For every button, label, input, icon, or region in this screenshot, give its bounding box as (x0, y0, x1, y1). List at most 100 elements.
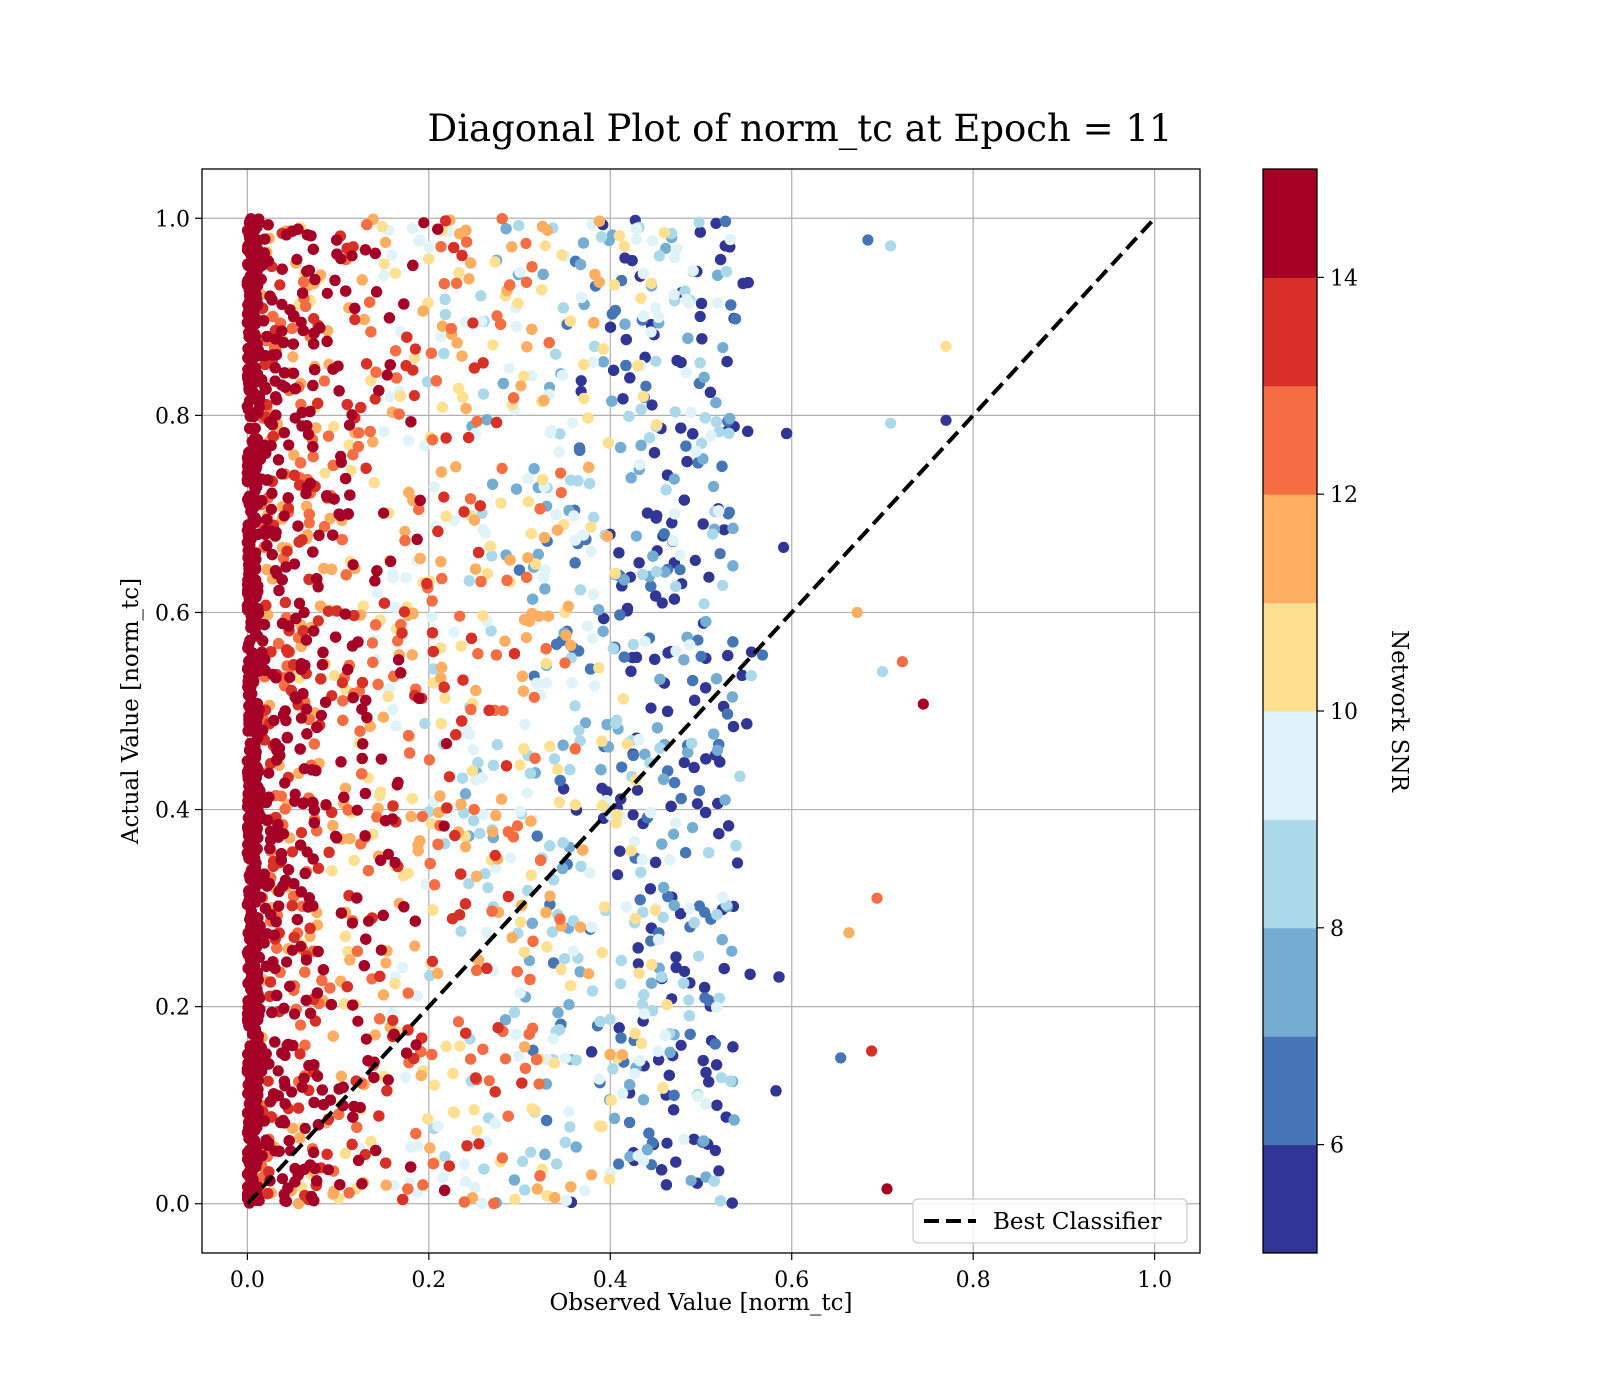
scatter-point (481, 962, 493, 975)
scatter-point (557, 837, 569, 849)
scatter-point (615, 1032, 627, 1044)
scatter-point (510, 483, 523, 495)
scatter-point (304, 405, 316, 418)
scatter-point (448, 626, 460, 638)
scatter-point (632, 942, 644, 954)
scatter-point (630, 233, 643, 245)
scatter-point (387, 1014, 399, 1026)
scatter-point (559, 953, 571, 965)
scatter-point (422, 1113, 434, 1125)
scatter-point (326, 865, 338, 877)
scatter-point (703, 571, 715, 583)
scatter-point (585, 1169, 598, 1181)
scatter-point (741, 718, 753, 730)
scatter-point (409, 352, 421, 364)
scatter-point (531, 677, 543, 689)
scatter-point (569, 557, 581, 569)
scatter-point (669, 508, 681, 520)
scatter-point (559, 1136, 571, 1148)
scatter-point (481, 414, 493, 426)
scatter-point (360, 462, 372, 474)
scatter-point (426, 595, 438, 607)
scatter-point (637, 906, 649, 918)
scatter-point (697, 453, 709, 465)
scatter-point (727, 636, 739, 648)
scatter-point (654, 673, 666, 685)
scatter-point (565, 639, 577, 652)
scatter-point (585, 921, 598, 933)
scatter-point (312, 615, 324, 627)
scatter-point (468, 514, 481, 526)
scatter-point (460, 1027, 472, 1039)
scatter-point (347, 692, 359, 704)
scatter-point (683, 994, 695, 1006)
scatter-point (286, 322, 298, 335)
scatter-point (460, 1176, 472, 1188)
scatter-point (596, 800, 608, 812)
scatter-point (487, 826, 499, 838)
scatter-point (614, 845, 626, 857)
scatter-point (548, 753, 561, 765)
scatter-point (636, 1037, 648, 1049)
scatter-point (381, 1085, 393, 1097)
scatter-point (356, 274, 368, 286)
scatter-point (647, 550, 659, 562)
scatter-point (434, 790, 446, 802)
scatter-point (693, 950, 705, 962)
scatter-point (487, 339, 499, 351)
scatter-point (680, 847, 692, 859)
scatter-point (700, 616, 712, 628)
chart-title: Diagonal Plot of norm_tc at Epoch = 11 (428, 107, 1173, 151)
scatter-point (504, 852, 516, 864)
scatter-point (335, 1070, 347, 1082)
scatter-point (426, 434, 439, 446)
scatter-point (635, 403, 647, 415)
scatter-point (372, 678, 384, 691)
scatter-point (700, 1171, 712, 1183)
scatter-point (657, 911, 669, 923)
scatter-point (440, 432, 452, 444)
scatter-point (526, 323, 538, 335)
scatter-point (675, 1039, 687, 1051)
scatter-point (658, 528, 670, 540)
scatter-point (467, 317, 479, 329)
scatter-point (574, 966, 586, 978)
scatter-point (528, 691, 540, 703)
scatter-point (458, 506, 470, 518)
scatter-point (356, 677, 369, 689)
scatter-point (339, 1147, 351, 1159)
scatter-point (523, 955, 536, 967)
scatter-point (508, 648, 521, 660)
scatter-point (637, 1094, 650, 1106)
scatter-point (365, 1136, 377, 1148)
scatter-point (729, 313, 742, 325)
scatter-point (523, 1028, 535, 1040)
scatter-point (680, 366, 692, 379)
scatter-point (640, 380, 652, 392)
scatter-point (602, 437, 615, 449)
scatter-point (336, 677, 348, 689)
scatter-point (596, 947, 608, 959)
scatter-point (457, 391, 469, 403)
scatter-point (339, 930, 351, 943)
scatter-point (583, 461, 595, 473)
scatter-point (617, 693, 629, 705)
scatter-point (595, 764, 607, 776)
scatter-point (454, 1040, 466, 1052)
scatter-point (692, 1090, 704, 1103)
scatter-point (363, 915, 375, 927)
scatter-point (653, 250, 666, 262)
scatter-point (670, 961, 682, 974)
scatter-point (653, 1054, 665, 1066)
scatter-point (344, 489, 356, 501)
scatter-point (357, 600, 369, 612)
scatter-point (649, 904, 662, 916)
scatter-point (438, 681, 450, 693)
scatter-point (650, 355, 662, 367)
scatter-point (635, 439, 647, 451)
scatter-point (328, 421, 340, 433)
scatter-point (597, 343, 609, 355)
scatter-point (545, 424, 557, 436)
scatter-point (548, 957, 560, 969)
